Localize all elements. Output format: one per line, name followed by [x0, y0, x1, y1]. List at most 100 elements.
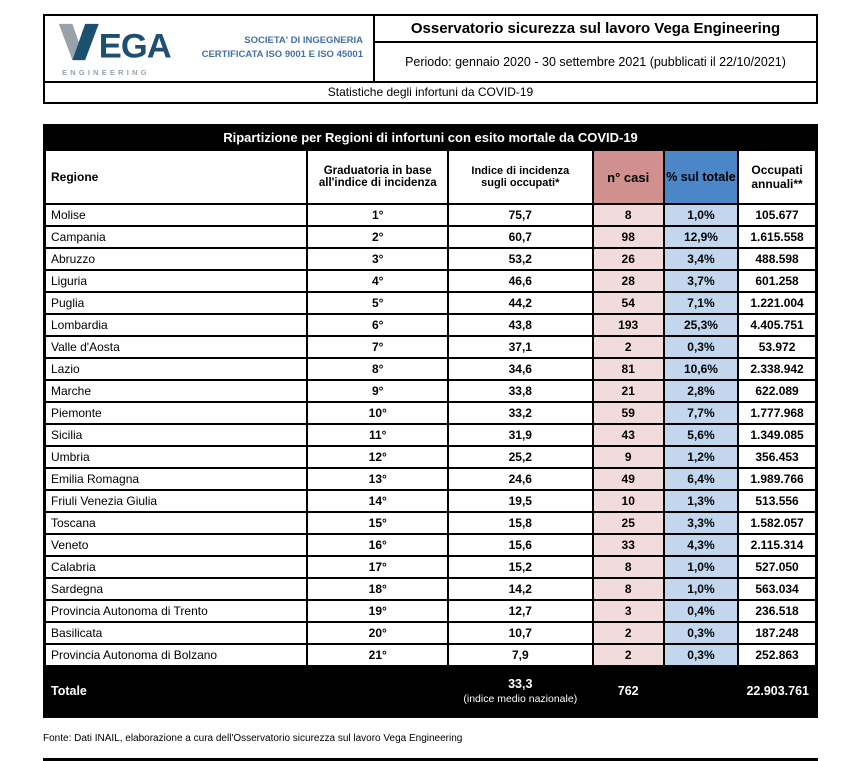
table-row: Friuli Venezia Giulia 14° 19,5 10 1,3% 513.55…	[43, 489, 818, 513]
rank-cell: 8°	[306, 357, 450, 381]
index-cell: 53,2	[447, 247, 594, 271]
index-cell: 25,2	[447, 445, 594, 469]
index-cell: 43,8	[447, 313, 594, 337]
rank-cell: 6°	[306, 313, 450, 337]
table-row: Emilia Romagna 13° 24,6 49 6,4% 1.989.766	[43, 467, 818, 491]
table-title-row: Ripartizione per Regioni di infortuni co…	[44, 125, 817, 150]
cases-cell: 2	[591, 643, 665, 667]
table-row: Piemonte 10° 33,2 59 7,7% 1.777.968	[43, 401, 818, 425]
index-cell: 10,7	[447, 621, 594, 645]
total-label: Totale	[43, 665, 309, 717]
occupati-cell: 1.349.085	[737, 423, 818, 447]
index-cell: 7,9	[447, 643, 594, 667]
occupati-cell: 601.258	[737, 269, 818, 293]
index-cell: 46,6	[447, 269, 594, 293]
rank-cell: 13°	[306, 467, 450, 491]
pct-cell: 0,3%	[662, 643, 740, 667]
source-note: Fonte: Dati INAIL, elaborazione a cura d…	[43, 732, 463, 744]
index-cell: 33,8	[447, 379, 594, 403]
cases-cell: 21	[591, 379, 665, 403]
occupati-cell: 1.777.968	[737, 401, 818, 425]
region-cell: Puglia	[43, 291, 309, 315]
index-cell: 33,2	[447, 401, 594, 425]
occupati-cell: 1.221.004	[737, 291, 818, 315]
pct-cell: 3,3%	[662, 511, 740, 535]
index-cell: 37,1	[447, 335, 594, 359]
cases-cell: 81	[591, 357, 665, 381]
pct-cell: 1,2%	[662, 445, 740, 469]
table-row: Campania 2° 60,7 98 12,9% 1.615.558	[43, 225, 818, 249]
total-rank-empty	[306, 665, 450, 717]
rank-cell: 21°	[306, 643, 450, 667]
table-row: Molise 1° 75,7 8 1,0% 105.677	[43, 203, 818, 227]
index-cell: 31,9	[447, 423, 594, 447]
statistics-subtitle: Statistiche degli infortuni da COVID-19	[45, 80, 816, 102]
total-cases: 762	[591, 665, 665, 717]
table-row: Toscana 15° 15,8 25 3,3% 1.582.057	[43, 511, 818, 535]
pct-cell: 25,3%	[662, 313, 740, 337]
cases-cell: 49	[591, 467, 665, 491]
occupati-cell: 488.598	[737, 247, 818, 271]
table-row: Liguria 4° 46,6 28 3,7% 601.258	[43, 269, 818, 293]
region-cell: Abruzzo	[43, 247, 309, 271]
rank-cell: 2°	[306, 225, 450, 249]
index-cell: 34,6	[447, 357, 594, 381]
table-row: Calabria 17° 15,2 8 1,0% 527.050	[43, 555, 818, 579]
region-cell: Sicilia	[43, 423, 309, 447]
index-cell: 19,5	[447, 489, 594, 513]
rank-cell: 12°	[306, 445, 450, 469]
table-body: Molise 1° 75,7 8 1,0% 105.677 Campania 2° 60,7 98…	[43, 203, 818, 667]
occupati-cell: 1.989.766	[737, 467, 818, 491]
rank-cell: 19°	[306, 599, 450, 623]
pct-cell: 12,9%	[662, 225, 740, 249]
column-header-indice: Indice di incidenza sugli occupati*	[447, 149, 594, 205]
vega-logo-icon: EGA	[58, 23, 172, 65]
occupati-cell: 527.050	[737, 555, 818, 579]
pct-cell: 0,3%	[662, 621, 740, 645]
pct-cell: 1,3%	[662, 489, 740, 513]
cases-cell: 98	[591, 225, 665, 249]
region-cell: Friuli Venezia Giulia	[43, 489, 309, 513]
region-cell: Sardegna	[43, 577, 309, 601]
pct-cell: 3,7%	[662, 269, 740, 293]
region-cell: Liguria	[43, 269, 309, 293]
occupati-cell: 236.518	[737, 599, 818, 623]
index-cell: 15,2	[447, 555, 594, 579]
occupati-cell: 563.034	[737, 577, 818, 601]
total-pct-empty	[662, 665, 740, 717]
bottom-divider	[43, 757, 818, 761]
table-header-row: Regione Graduatoria in base all'indice d…	[43, 149, 818, 205]
region-cell: Veneto	[43, 533, 309, 557]
pct-cell: 10,6%	[662, 357, 740, 381]
cases-cell: 25	[591, 511, 665, 535]
occupati-cell: 105.677	[737, 203, 818, 227]
pct-cell: 0,4%	[662, 599, 740, 623]
region-cell: Calabria	[43, 555, 309, 579]
region-cell: Valle d'Aosta	[43, 335, 309, 359]
index-cell: 15,8	[447, 511, 594, 535]
index-cell: 14,2	[447, 577, 594, 601]
index-cell: 12,7	[447, 599, 594, 623]
certification-line-2: CERTIFICATA ISO 9001 E ISO 45001	[201, 49, 363, 61]
table-row: Basilicata 20° 10,7 2 0,3% 187.248	[43, 621, 818, 645]
cases-cell: 43	[591, 423, 665, 447]
column-header-casi: n° casi	[591, 149, 665, 205]
region-cell: Umbria	[43, 445, 309, 469]
occupati-cell: 2.115.314	[737, 533, 818, 557]
rank-cell: 18°	[306, 577, 450, 601]
pct-cell: 7,1%	[662, 291, 740, 315]
observatory-title: Osservatorio sicurezza sul lavoro Vega E…	[375, 16, 816, 43]
rank-cell: 5°	[306, 291, 450, 315]
table-row: Valle d'Aosta 7° 37,1 2 0,3% 53.972	[43, 335, 818, 359]
table-row: Umbria 12° 25,2 9 1,2% 356.453	[43, 445, 818, 469]
region-cell: Lazio	[43, 357, 309, 381]
rank-cell: 4°	[306, 269, 450, 293]
region-cell: Campania	[43, 225, 309, 249]
document-header: EGA ENGINEERING SOCIETA' DI INGEGNERIA C…	[43, 14, 818, 104]
svg-text:EGA: EGA	[99, 27, 171, 64]
rank-cell: 17°	[306, 555, 450, 579]
certification-text: SOCIETA' DI INGEGNERIA CERTIFICATA ISO 9…	[202, 34, 363, 63]
pct-cell: 1,0%	[662, 577, 740, 601]
logo-cell: EGA ENGINEERING SOCIETA' DI INGEGNERIA C…	[45, 16, 373, 81]
